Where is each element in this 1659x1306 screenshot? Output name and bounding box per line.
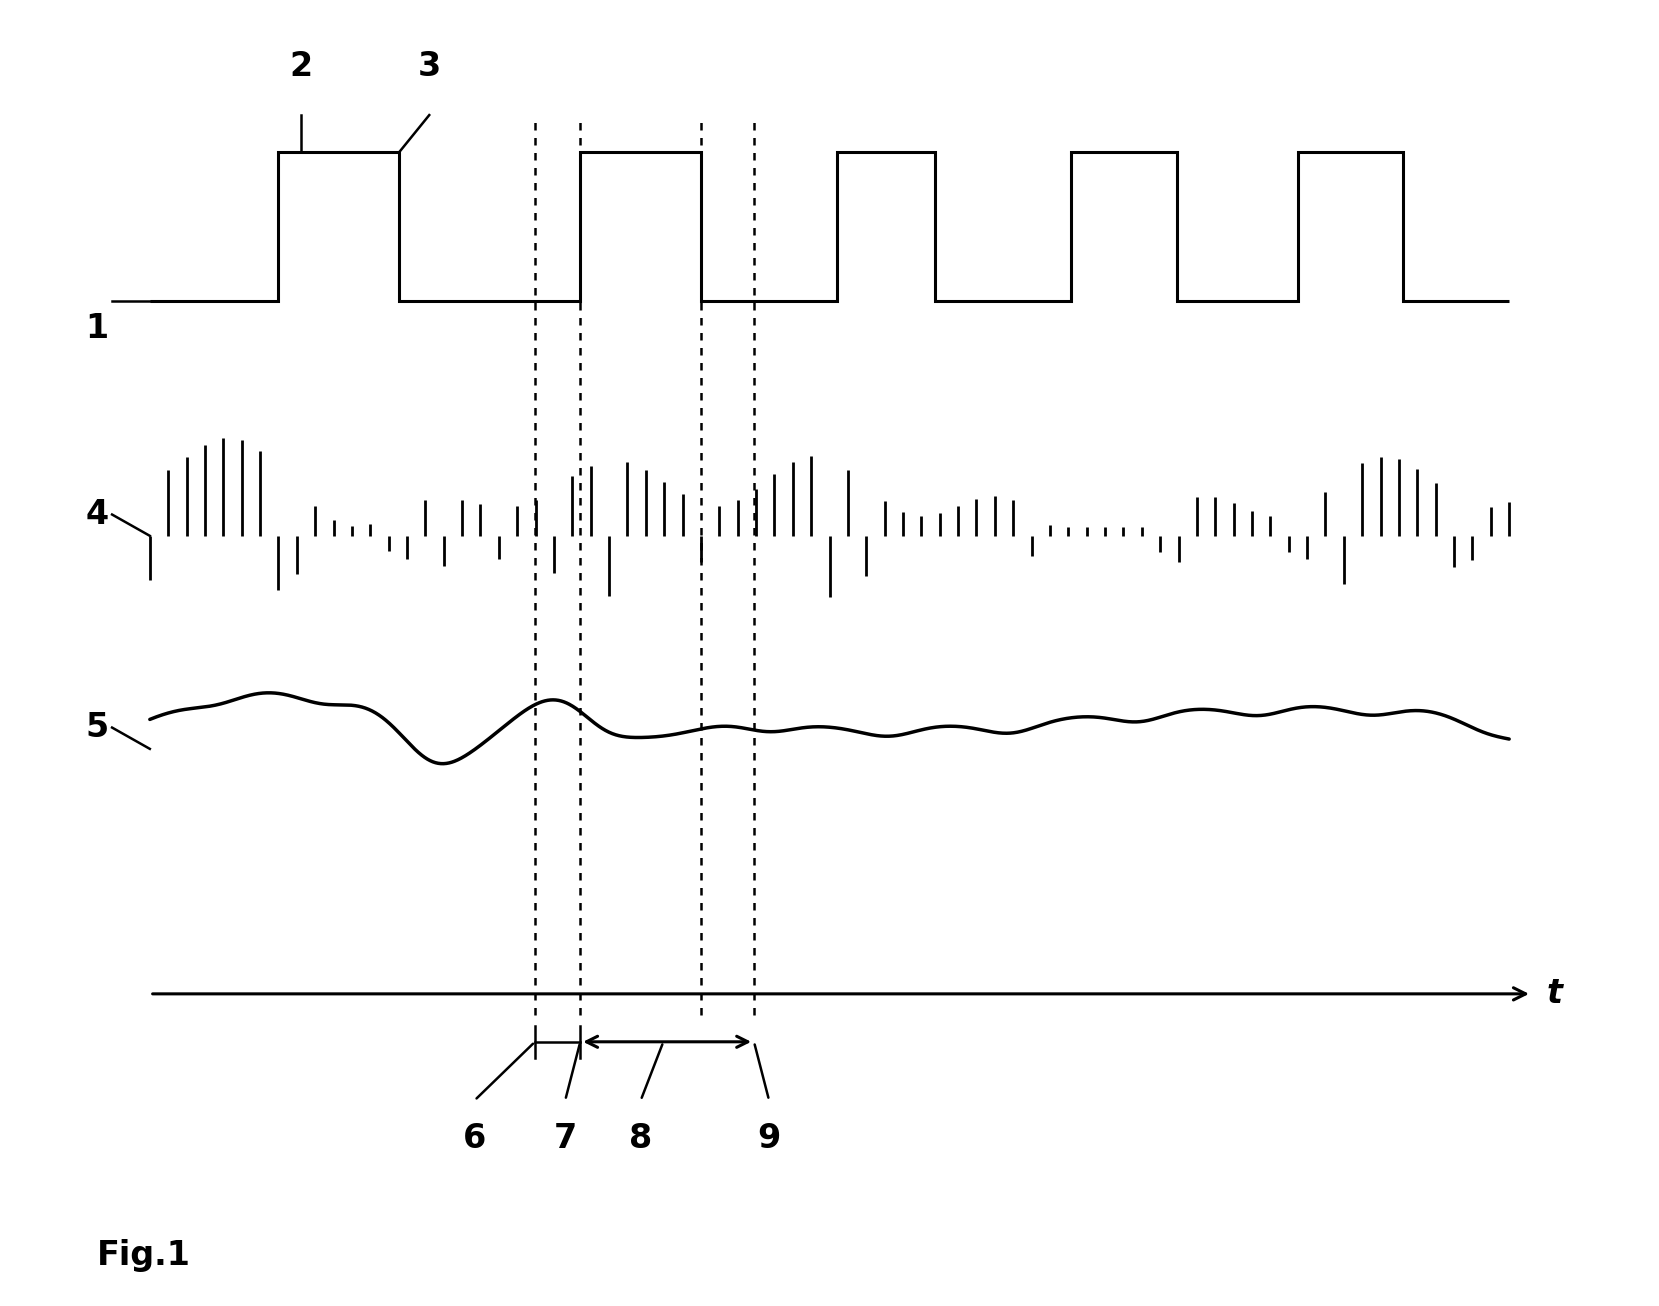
Text: 6: 6 xyxy=(463,1122,486,1155)
Text: 5: 5 xyxy=(85,710,108,744)
Text: 3: 3 xyxy=(418,50,441,84)
Text: 2: 2 xyxy=(289,50,312,84)
Text: Fig.1: Fig.1 xyxy=(96,1239,191,1272)
Text: 4: 4 xyxy=(85,498,108,532)
Text: t: t xyxy=(1546,977,1563,1011)
Text: 1: 1 xyxy=(85,312,108,345)
Text: 9: 9 xyxy=(758,1122,781,1155)
Text: 8: 8 xyxy=(629,1122,652,1155)
Text: 7: 7 xyxy=(554,1122,577,1155)
